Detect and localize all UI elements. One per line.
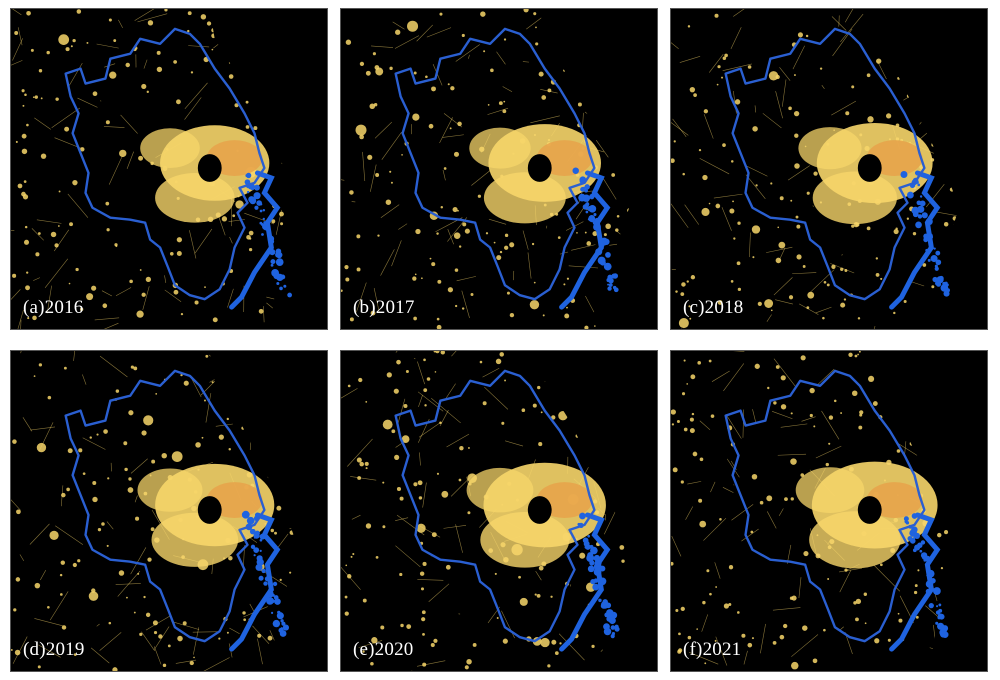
night-light-map (671, 351, 987, 671)
coastline-islands (229, 510, 289, 652)
night-light-map (671, 9, 987, 329)
urban-core (798, 123, 933, 225)
region-boundary (724, 369, 926, 643)
sea-area (869, 9, 987, 329)
sea-area (869, 351, 987, 671)
panel-2018: (c)2018 (670, 8, 988, 330)
panel-label: (a)2016 (23, 297, 84, 318)
sea-area (539, 351, 657, 671)
panel-label: (e)2020 (353, 639, 414, 660)
region-boundary (394, 27, 596, 301)
urban-core (469, 124, 602, 224)
coastline-islands (559, 512, 620, 652)
coastline-islands (559, 167, 619, 310)
night-light-map (341, 9, 657, 329)
town-lights (344, 351, 656, 670)
night-light-map (11, 9, 327, 329)
sea-area (209, 9, 327, 329)
sea-area (539, 9, 657, 329)
panel-2017: (b)2017 (340, 8, 658, 330)
town-lights (12, 9, 325, 323)
panel-label: (f)2021 (683, 639, 742, 660)
panel-label: (d)2019 (23, 639, 85, 660)
coastline-islands (889, 170, 950, 310)
urban-core (137, 463, 275, 567)
panel-2019: (d)2019 (10, 350, 328, 672)
panel-label: (b)2017 (353, 297, 415, 318)
coastline-islands (229, 170, 293, 310)
region-boundary (64, 27, 266, 301)
panel-2021: (f)2021 (670, 350, 988, 672)
panel-2020: (e)2020 (340, 350, 658, 672)
region-boundary (64, 369, 266, 643)
night-light-map (341, 351, 657, 671)
region-boundary (394, 369, 596, 643)
coastline-islands (889, 512, 949, 652)
region-boundary (724, 27, 926, 301)
urban-core (466, 462, 606, 568)
night-light-map (11, 351, 327, 671)
sea-area (209, 351, 327, 671)
urban-core (140, 125, 270, 223)
panel-2016: (a)2016 (10, 8, 328, 330)
panel-label: (c)2018 (683, 297, 744, 318)
